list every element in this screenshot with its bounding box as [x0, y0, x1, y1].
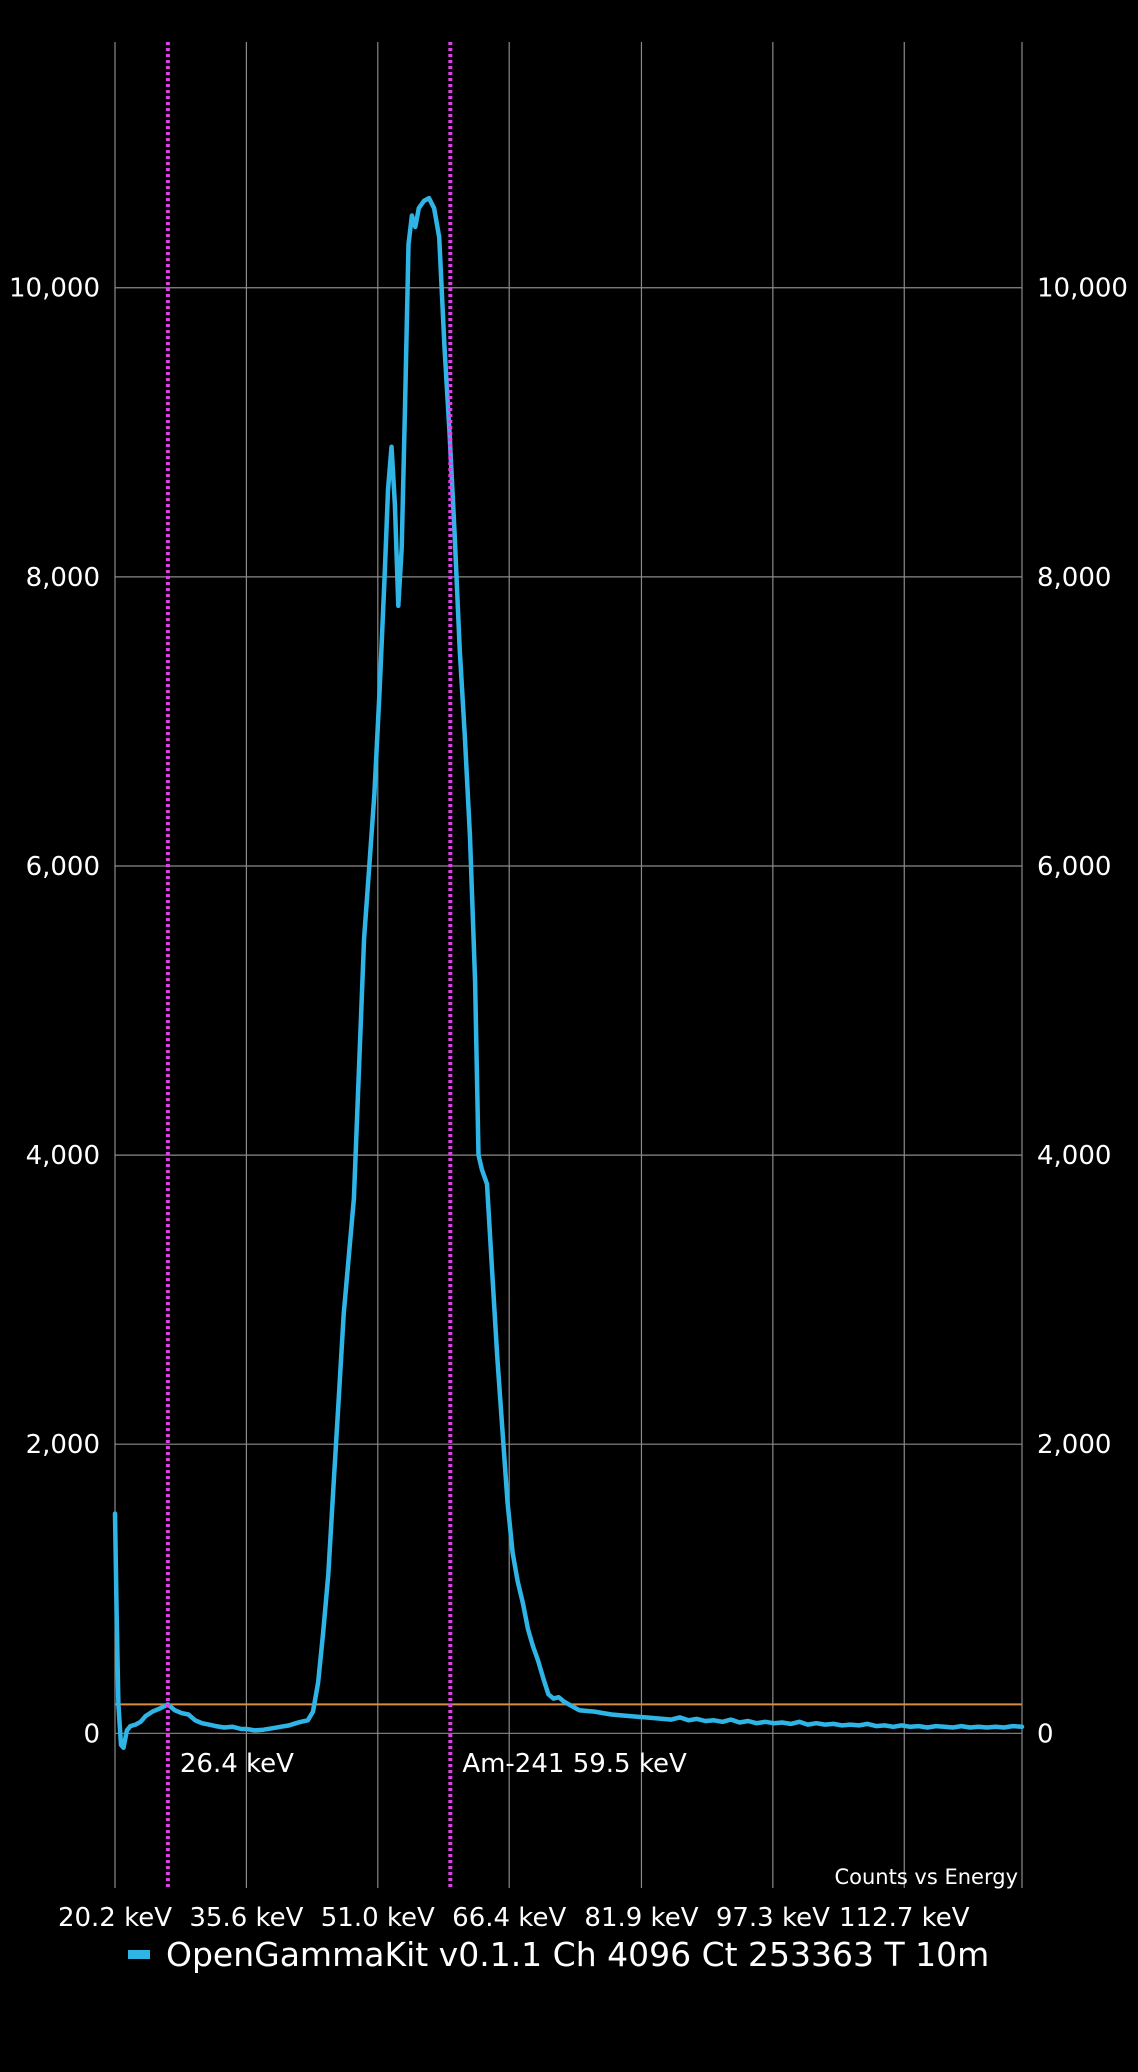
legend-label: OpenGammaKit v0.1.1 Ch 4096 Ct 253363 T …: [166, 1935, 990, 1974]
y-tick-label-left: 8,000: [26, 563, 100, 593]
y-tick-label-left: 0: [83, 1719, 100, 1749]
x-tick-label: 35.6 keV: [189, 1903, 303, 1933]
marker-layer: 26.4 keV Am-241 59.5 keV: [165, 42, 687, 1888]
y-tick-label-right: 2,000: [1037, 1430, 1111, 1460]
y-tick-label-left: 2,000: [26, 1430, 100, 1460]
label-layer: 0 0 2,000 2,000 4,000 4,000 6,000 6,000 8,000 8,0…: [9, 274, 1128, 1933]
x-tick-label: 20.2 keV: [58, 1903, 172, 1933]
series-layer: [112, 195, 1025, 1751]
energy-marker-label: 26.4 keV: [180, 1749, 294, 1779]
energy-marker-label: Am-241 59.5 keV: [462, 1749, 687, 1779]
x-tick-label: 81.9 keV: [584, 1903, 698, 1933]
y-tick-label-right: 6,000: [1037, 852, 1111, 882]
x-tick-label: 51.0 keV: [321, 1903, 435, 1933]
y-tick-label-right: 10,000: [1037, 274, 1128, 304]
x-tick-label: 112.7 keV: [839, 1903, 970, 1933]
x-tick-label: 66.4 keV: [452, 1903, 566, 1933]
y-tick-label-left: 10,000: [9, 274, 100, 304]
chart-description: Counts vs Energy: [834, 1865, 1018, 1889]
y-tick-label-right: 0: [1037, 1719, 1054, 1749]
legend: OpenGammaKit v0.1.1 Ch 4096 Ct 253363 T …: [128, 1935, 989, 1974]
x-tick-label: 97.3 keV: [716, 1903, 830, 1933]
y-tick-label-left: 4,000: [26, 1141, 100, 1171]
y-tick-label-right: 4,000: [1037, 1141, 1111, 1171]
y-tick-label-left: 6,000: [26, 852, 100, 882]
legend-swatch: [128, 1950, 150, 1959]
series-line: [112, 195, 1025, 1751]
y-tick-label-right: 8,000: [1037, 563, 1111, 593]
